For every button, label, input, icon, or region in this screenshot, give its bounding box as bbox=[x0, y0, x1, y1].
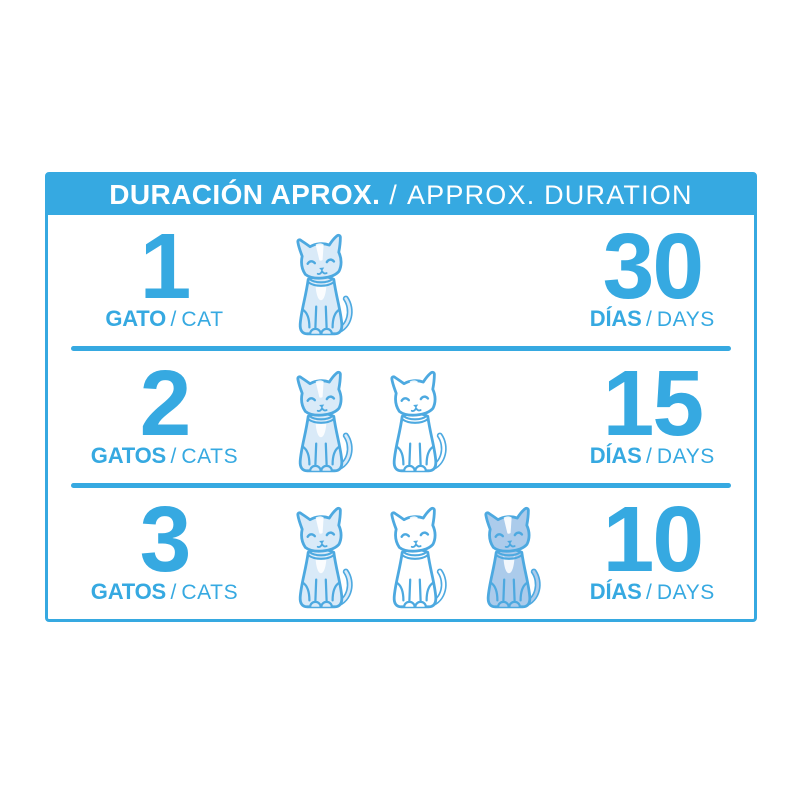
duration-unit-en: DAYS bbox=[656, 444, 715, 468]
cat-unit-es: GATOS bbox=[90, 578, 166, 604]
unit-separator: / bbox=[170, 308, 177, 332]
duration-unit-es: DÍAS bbox=[589, 578, 642, 604]
duration-panel: DURACIÓN APROX. / APPROX. DURATION 1 GAT… bbox=[45, 172, 757, 622]
cat-icon-white bbox=[375, 506, 455, 610]
duration-unit-en: DAYS bbox=[656, 580, 715, 604]
cat-count-block: 1 GATO / CAT bbox=[48, 215, 281, 346]
duration-separator: / bbox=[646, 444, 653, 468]
duration-row-2-cats: 2 GATOS / CATS 15 DÍAS / DAYS bbox=[48, 351, 754, 482]
cat-count-block: 3 GATOS / CATS bbox=[48, 488, 281, 619]
duration-separator: / bbox=[646, 580, 653, 604]
cat-unit-en: CATS bbox=[181, 580, 239, 604]
duration-unit-es: DÍAS bbox=[589, 306, 642, 332]
cat-count-number: 1 bbox=[139, 214, 192, 319]
cat-count-label: GATOS / CATS bbox=[90, 442, 239, 470]
duration-row-3-cats: 3 GATOS / CATS 10 DÍAS / DAYS bbox=[48, 488, 754, 619]
cat-icons-group bbox=[281, 488, 551, 619]
cat-icon-light bbox=[281, 233, 361, 337]
duration-label: DÍAS / DAYS bbox=[590, 308, 715, 333]
cat-icons-group bbox=[281, 215, 551, 346]
header-title-es: DURACIÓN APROX. bbox=[109, 179, 381, 210]
header-title-en: APPROX. DURATION bbox=[406, 179, 693, 210]
cat-unit-en: CATS bbox=[181, 444, 239, 468]
unit-separator: / bbox=[170, 444, 177, 468]
cat-unit-es: GATOS bbox=[90, 442, 166, 468]
cat-count-number: 2 bbox=[139, 350, 192, 455]
duration-block: 10 DÍAS / DAYS bbox=[551, 488, 754, 619]
duration-block: 15 DÍAS / DAYS bbox=[551, 351, 754, 482]
duration-number: 30 bbox=[602, 214, 704, 319]
panel-header: DURACIÓN APROX. / APPROX. DURATION bbox=[48, 175, 754, 215]
cat-count-label: GATO / CAT bbox=[105, 308, 223, 333]
duration-row-1-cat: 1 GATO / CAT 30 DÍAS / DAYS bbox=[48, 215, 754, 346]
cat-count-block: 2 GATOS / CATS bbox=[48, 351, 281, 482]
unit-separator: / bbox=[170, 580, 177, 604]
cat-count-number: 3 bbox=[139, 486, 192, 591]
duration-number: 15 bbox=[602, 350, 704, 455]
header-separator: / bbox=[389, 179, 398, 210]
duration-label: DÍAS / DAYS bbox=[589, 442, 715, 470]
duration-block: 30 DÍAS / DAYS bbox=[551, 215, 754, 346]
cat-unit-en: CAT bbox=[181, 308, 224, 332]
row-divider bbox=[71, 346, 731, 352]
cat-icon-light bbox=[281, 370, 361, 474]
cat-icon-medium bbox=[469, 506, 549, 610]
cat-count-label: GATOS / CATS bbox=[90, 578, 239, 606]
cat-icon-light bbox=[281, 506, 361, 610]
duration-label: DÍAS / DAYS bbox=[589, 578, 715, 606]
row-divider bbox=[71, 482, 731, 488]
duration-number: 10 bbox=[602, 486, 704, 591]
duration-separator: / bbox=[646, 308, 653, 332]
duration-unit-es: DÍAS bbox=[589, 442, 642, 468]
cat-unit-es: GATO bbox=[105, 306, 167, 332]
cat-icon-white bbox=[375, 370, 455, 474]
cat-icons-group bbox=[281, 351, 551, 482]
duration-unit-en: DAYS bbox=[656, 308, 715, 332]
